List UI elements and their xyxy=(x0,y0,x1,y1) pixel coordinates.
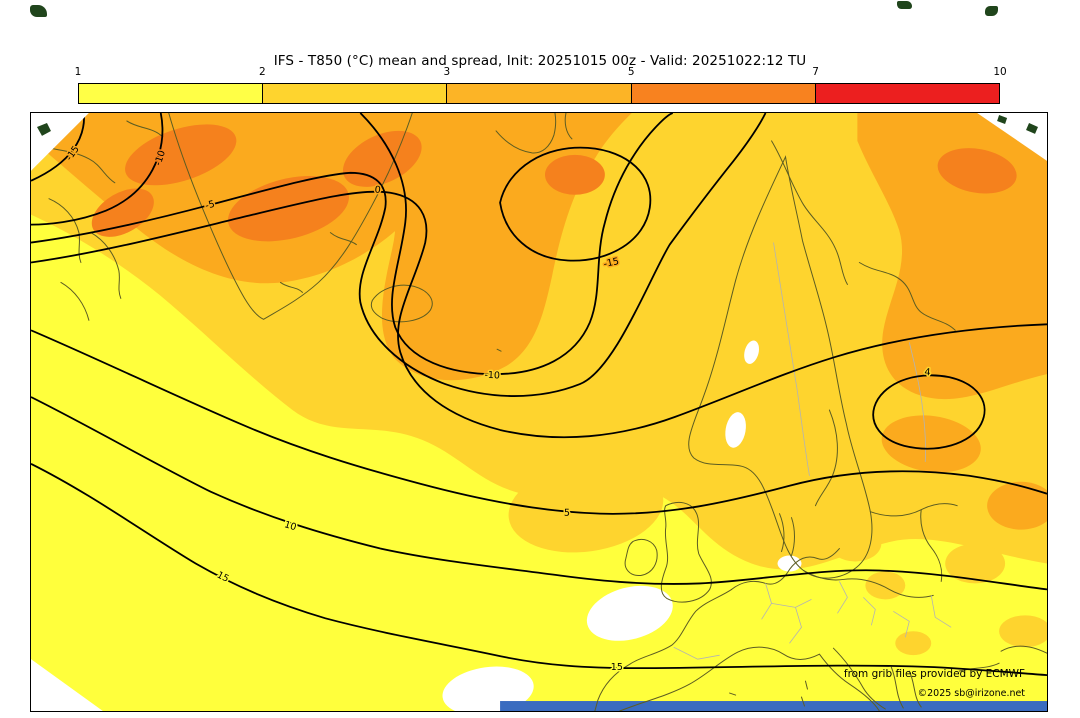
contour-zero xyxy=(31,190,1047,439)
spread-fill-5-7-blob xyxy=(91,188,154,237)
chart-title: IFS - T850 (°C) mean and spread, Init: 2… xyxy=(273,53,807,69)
colorbar-tick: 7 xyxy=(812,66,819,78)
coastline-arctic-canada xyxy=(31,120,164,321)
colorbar-tick: 3 xyxy=(443,66,451,78)
coastline-faroes xyxy=(496,348,502,352)
stray-map-fragment xyxy=(30,5,47,17)
contour-minus-10-tongue xyxy=(359,113,674,376)
colorbar xyxy=(78,83,1000,104)
spread-fill-2-3-blob xyxy=(829,525,882,562)
contour-label: 10 xyxy=(283,519,298,533)
coastline-baltic-south xyxy=(802,569,934,598)
spread-fill-5-7-blob xyxy=(937,148,1017,194)
colorbar-segment xyxy=(79,84,264,103)
spread-fill-below-1 xyxy=(586,585,673,641)
contour-plus-5 xyxy=(31,329,1047,515)
coastline-svalbard xyxy=(495,113,573,154)
map-area: -15 -10 -5 0 -10 -15 4 5 10 15 15 from g… xyxy=(30,112,1048,712)
coastline-mediterranean-north xyxy=(619,646,880,711)
contour-label: 4 xyxy=(924,367,931,378)
weather-map-svg: -15 -10 -5 0 -10 -15 4 5 10 15 15 from g… xyxy=(31,113,1047,711)
contour-minus-5 xyxy=(31,113,767,397)
colorbar-tick: 5 xyxy=(627,66,635,78)
spread-fill-3-5-blob xyxy=(881,415,981,473)
colorbar-segment xyxy=(263,84,448,103)
coastline-denmark xyxy=(779,513,795,557)
coastline-atlantic-europe xyxy=(594,588,733,711)
coastline-finland xyxy=(869,503,958,582)
coastline-great-britain xyxy=(660,501,712,603)
credits-copyright: ©2025 sb@irizone.net xyxy=(918,688,1026,699)
corner-land-speck xyxy=(36,122,51,136)
stray-map-fragment xyxy=(897,1,912,9)
corner-land-speck xyxy=(997,114,1008,124)
coastline-north-sea xyxy=(731,548,840,590)
colorbar-segment xyxy=(447,84,632,103)
coastline-greece xyxy=(890,666,922,709)
coastline-greenland-fjords xyxy=(280,232,357,293)
colorbar-tick: 1 xyxy=(74,66,82,78)
spread-fill-below-1 xyxy=(777,555,802,572)
temperature-contours xyxy=(31,113,1047,677)
contour-label: -15 xyxy=(603,256,620,270)
coastline-adriatic xyxy=(832,647,886,710)
country-border xyxy=(761,583,812,644)
credits: from grib files provided by ECMWF ©2025 … xyxy=(844,668,1025,699)
spread-fill-5-7-blob xyxy=(342,130,422,187)
sea-strip xyxy=(500,701,1047,711)
spread-fill-below-1 xyxy=(744,340,760,364)
coastline-black-sea xyxy=(958,645,1047,672)
contour-plus-15 xyxy=(31,463,1047,677)
spread-fill-2-3-blob xyxy=(999,615,1047,648)
contour-label: -10 xyxy=(484,370,500,382)
coastline-ireland xyxy=(624,538,658,576)
spread-fill-2-3-blob xyxy=(508,462,664,553)
colorbar-segment xyxy=(631,84,816,103)
contour-label: 5 xyxy=(564,508,570,519)
spread-fill-2-3-blob xyxy=(945,543,1006,584)
spread-fill-3-5-blob xyxy=(987,481,1047,530)
spread-fill-2-3-blob xyxy=(895,631,932,656)
contour-label: 15 xyxy=(611,662,623,673)
contour-label: 0 xyxy=(374,184,381,196)
contour-plus-10 xyxy=(31,396,1047,591)
contour-label: -5 xyxy=(204,199,216,212)
country-borders xyxy=(673,242,952,660)
contour-plus-4-loop xyxy=(872,374,986,450)
country-border xyxy=(837,581,910,638)
colorbar-segment xyxy=(815,84,1000,103)
coastlines xyxy=(31,113,1047,711)
colorbar-tick: 10 xyxy=(993,66,1007,78)
spread-fill-5-7-blob xyxy=(544,154,605,195)
spread-shading xyxy=(31,113,1047,711)
coastline-islands-west-med xyxy=(729,680,808,707)
corner-land-speck xyxy=(1026,122,1039,134)
country-border xyxy=(673,595,952,660)
credits-source: from grib files provided by ECMWF xyxy=(844,668,1025,680)
stray-map-fragment xyxy=(985,6,998,16)
contour-minus-10-corner xyxy=(31,113,164,226)
spread-fill-2-3-blob xyxy=(865,571,906,600)
contour-minus-15-loop xyxy=(499,146,652,262)
spread-fill-below-1 xyxy=(725,412,746,448)
colorbar-tick: 2 xyxy=(259,66,266,78)
coastline-novaya-zemlya xyxy=(771,140,848,285)
colorbar-ticks: 1 2 3 5 7 10 xyxy=(74,66,1007,79)
contour-minus-15-corner xyxy=(31,113,85,182)
spread-fill-2-3-blob xyxy=(803,501,836,526)
coastline-gulf-of-bothnia xyxy=(814,409,838,507)
coastline-iceland xyxy=(370,284,433,323)
coastline-kola-white-sea xyxy=(858,262,956,331)
